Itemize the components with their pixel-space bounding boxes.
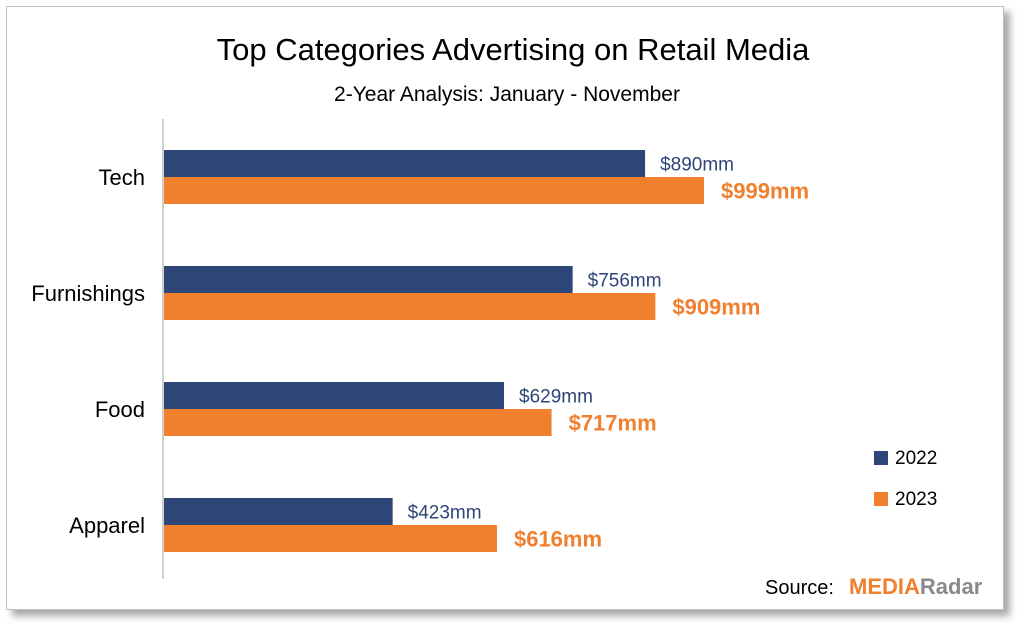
source-credit: Source: MEDIARadar xyxy=(765,574,983,599)
category-label-furnishings: Furnishings xyxy=(31,281,145,306)
logo-radar-text: Radar xyxy=(920,574,983,599)
bar-food-2022 xyxy=(164,382,504,409)
legend-swatch-2022 xyxy=(874,451,888,465)
chart-svg: Top Categories Advertising on Retail Med… xyxy=(31,32,983,599)
legend-label-2022: 2022 xyxy=(895,448,937,469)
mediaradar-logo: MEDIARadar xyxy=(849,574,983,599)
data-label-tech-2022: $890mm xyxy=(660,155,734,176)
bar-apparel-2022 xyxy=(164,498,393,525)
bar-tech-2022 xyxy=(164,150,646,177)
data-label-furnishings-2022: $756mm xyxy=(588,271,662,292)
legend-swatch-2023 xyxy=(874,492,888,506)
chart-card: Top Categories Advertising on Retail Med… xyxy=(6,6,1004,610)
bar-food-2023 xyxy=(164,409,552,436)
bar-apparel-2023 xyxy=(164,525,497,552)
bar-furnishings-2023 xyxy=(164,293,656,320)
bar-tech-2023 xyxy=(164,177,704,204)
data-label-furnishings-2023: $909mm xyxy=(672,295,760,320)
data-label-tech-2023: $999mm xyxy=(721,179,809,204)
data-label-food-2023: $717mm xyxy=(569,411,657,436)
legend: 2022 2023 xyxy=(874,448,937,510)
plot-area: Tech $890mm $999mm Furnishings $756mm $909mm F… xyxy=(31,150,809,552)
category-label-apparel: Apparel xyxy=(69,513,145,538)
legend-label-2023: 2023 xyxy=(895,489,937,510)
data-label-apparel-2022: $423mm xyxy=(408,503,482,524)
category-label-tech: Tech xyxy=(99,165,145,190)
source-label: Source: xyxy=(765,577,834,599)
data-label-food-2022: $629mm xyxy=(519,387,593,408)
chart-subtitle: 2-Year Analysis: January - November xyxy=(334,83,680,106)
logo-media-text: MEDIA xyxy=(849,574,920,599)
category-label-food: Food xyxy=(95,397,145,422)
data-label-apparel-2023: $616mm xyxy=(514,527,602,552)
chart-title: Top Categories Advertising on Retail Med… xyxy=(217,32,811,67)
bar-furnishings-2022 xyxy=(164,266,573,293)
